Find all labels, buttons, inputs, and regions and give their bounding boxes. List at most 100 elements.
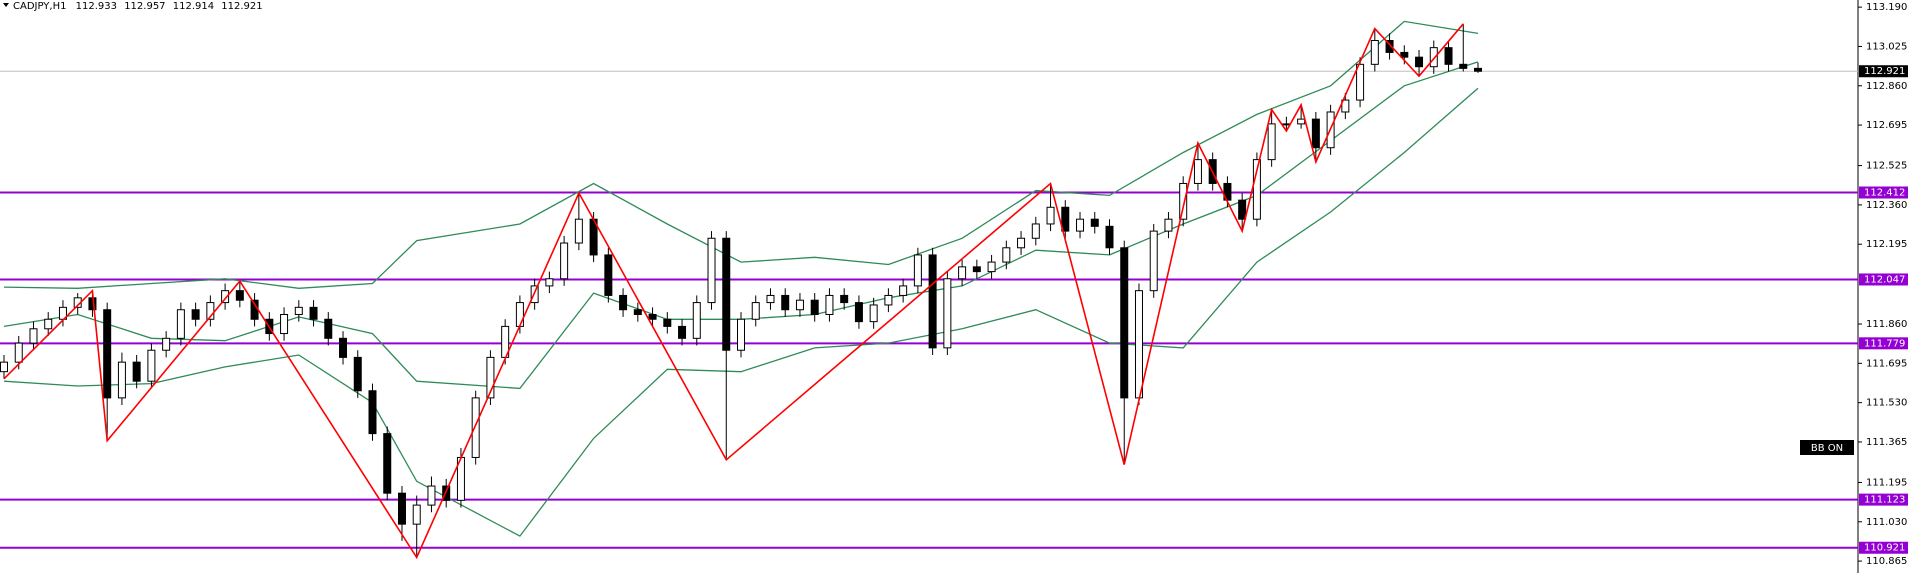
menu-arrow	[3, 3, 9, 7]
candle-body	[1105, 225, 1114, 249]
candle-body	[1341, 99, 1350, 113]
symbol: CADJPY,H1	[13, 1, 66, 12]
candle-body	[869, 304, 878, 323]
y-tick-label: 111.030	[1866, 517, 1907, 528]
candle-body	[117, 361, 126, 399]
candle-body	[1444, 47, 1453, 65]
y-tick-label: 111.860	[1866, 319, 1907, 330]
candle-body	[397, 492, 406, 525]
candle-body	[825, 294, 834, 315]
candle-body	[781, 294, 790, 311]
candle-body	[1267, 123, 1276, 161]
candle-body	[560, 242, 569, 280]
candle-body	[958, 266, 967, 280]
candle-body	[176, 309, 185, 339]
zigzag-line	[3, 23, 1464, 560]
candle-body	[1356, 63, 1365, 101]
candle-body	[987, 261, 996, 273]
candle-body	[678, 325, 687, 339]
badge-box	[1800, 440, 1854, 455]
y-tick-label: 111.365	[1866, 437, 1907, 448]
candle-body	[1474, 67, 1482, 72]
level-label-box	[1859, 541, 1908, 554]
y-tick-label: 112.195	[1866, 239, 1907, 250]
candle-body	[1179, 182, 1188, 220]
candle-body	[633, 309, 642, 315]
badge: BB ON	[1811, 443, 1843, 454]
candle-body	[899, 285, 908, 296]
candle-body	[648, 313, 657, 320]
candle-body	[29, 328, 38, 344]
candle-body	[545, 278, 554, 287]
level-label: 112.047	[1864, 274, 1905, 285]
y-tick-label: 112.360	[1866, 200, 1907, 211]
candle-body	[810, 299, 819, 315]
quote-low: 112.914	[173, 1, 214, 12]
candle-body	[1252, 159, 1261, 220]
quote-close: 112.921	[221, 1, 262, 12]
level-label: 110.921	[1864, 543, 1905, 554]
candle-body	[1297, 118, 1306, 125]
candle-body	[751, 302, 760, 320]
candle-body	[1311, 118, 1320, 149]
candle-body	[884, 294, 893, 306]
candle-body	[766, 294, 775, 304]
candle-body	[191, 309, 200, 320]
candle-body	[1076, 218, 1085, 232]
y-tick-label: 110.865	[1866, 556, 1907, 567]
chart-header: CADJPY,H1 112.933 112.957 112.914 112.92…	[13, 1, 263, 12]
candle-body	[943, 278, 952, 349]
candle-body	[103, 309, 112, 399]
level-label-box	[1859, 337, 1908, 350]
quote-high: 112.957	[124, 1, 165, 12]
candle-body	[1002, 247, 1011, 263]
candle-body	[206, 302, 215, 320]
level-label: 111.779	[1864, 338, 1905, 349]
candle-body	[1429, 47, 1438, 68]
level-label-box	[1859, 186, 1908, 199]
y-tick-label: 111.530	[1866, 398, 1907, 409]
candle-body	[221, 290, 230, 304]
candle-body	[1459, 63, 1468, 69]
candle-body	[1164, 218, 1173, 232]
candle-body	[442, 485, 451, 501]
candle-body	[353, 356, 362, 392]
candle-body	[1090, 218, 1099, 227]
candle-body	[737, 318, 745, 351]
candle-body	[486, 356, 495, 399]
bollinger-lower	[3, 87, 1479, 537]
candle-body	[280, 313, 289, 335]
candle-body	[44, 318, 53, 330]
candle-body	[1415, 56, 1424, 68]
candle-body	[132, 361, 141, 382]
candle-body	[795, 299, 804, 311]
quote-open: 112.933	[76, 1, 117, 12]
bollinger-upper	[3, 20, 1479, 289]
candle-body	[368, 390, 377, 435]
last-price-box	[1859, 65, 1908, 78]
candle-body	[294, 306, 303, 315]
y-tick-label: 113.190	[1866, 2, 1907, 13]
candle-body	[604, 254, 613, 296]
level-label: 111.123	[1864, 495, 1905, 506]
candle-body	[1385, 40, 1394, 53]
candle-body	[1017, 237, 1026, 249]
level-label-box	[1859, 493, 1908, 506]
candle-body	[471, 397, 480, 458]
candle-body	[663, 318, 672, 327]
candle-body	[147, 349, 156, 382]
candle-body	[722, 237, 731, 351]
candle-body	[1149, 230, 1158, 292]
candle-body	[619, 294, 628, 311]
candle-body	[972, 266, 981, 273]
candle-body	[1046, 206, 1055, 225]
y-tick-label: 112.860	[1866, 81, 1907, 92]
candle-body	[707, 237, 716, 304]
candle-body	[383, 433, 392, 494]
last-price-label: 112.921	[1864, 66, 1905, 77]
y-tick-label: 111.195	[1866, 477, 1907, 488]
level-label-box	[1859, 273, 1908, 286]
candle-body	[309, 306, 318, 320]
